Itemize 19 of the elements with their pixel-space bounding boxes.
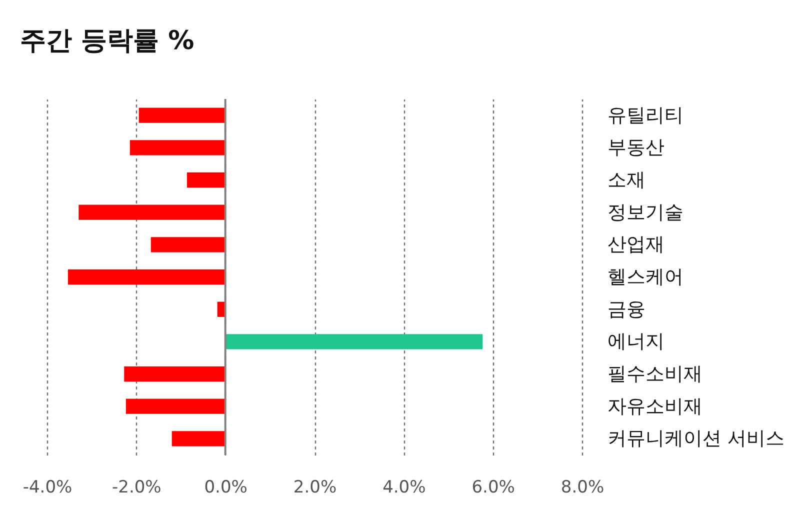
y-tick-label: 유틸리티 (608, 104, 684, 126)
x-tick-label: 4.0% (382, 478, 426, 498)
y-tick-label: 커뮤니케이션 서비스 (608, 428, 785, 450)
x-tick-label: -2.0% (112, 478, 162, 498)
chart-title: 주간 등락률 % (20, 26, 194, 56)
y-tick-label: 부동산 (608, 136, 664, 159)
x-tick-label: 6.0% (472, 478, 515, 498)
x-tick-label: -4.0% (22, 478, 72, 498)
y-tick-label: 에너지 (608, 330, 664, 353)
y-tick-label: 정보기술 (608, 201, 684, 224)
x-tick-label: 0.0% (204, 478, 248, 498)
y-tick-label: 소재 (608, 168, 646, 191)
y-tick-label: 금융 (608, 298, 646, 320)
x-tick-label: 2.0% (293, 478, 337, 498)
x-tick-label: 8.0% (560, 478, 604, 498)
y-tick-label: 헬스케어 (608, 266, 684, 288)
y-tick-label: 산업재 (608, 234, 664, 256)
y-tick-label: 필수소비재 (608, 363, 702, 386)
y-tick-label: 자유소비재 (608, 395, 702, 418)
